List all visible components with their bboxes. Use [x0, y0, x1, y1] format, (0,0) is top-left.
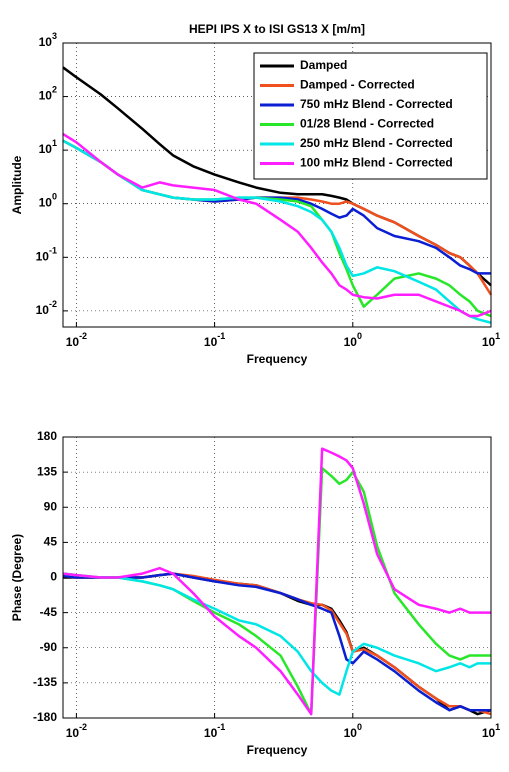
legend: Damped Damped - Corrected 750 mHz Blend - …	[253, 52, 488, 180]
legend-label: 100 mHz Blend - Corrected	[300, 156, 453, 170]
tick-label: 180	[37, 429, 57, 443]
subplot: 10-2 10-1 100 101-180-135-90-4504590135180F…	[10, 429, 500, 757]
tick-label: -180	[33, 710, 57, 724]
tick-label: 100	[39, 192, 57, 210]
tick-label: 10-2	[66, 331, 87, 349]
tick-exponent: 1	[52, 139, 57, 149]
tick-label: 103	[39, 31, 57, 49]
legend-label: 01/28 Blend - Corrected	[300, 117, 434, 131]
tick-exponent: -1	[217, 722, 225, 732]
x-axis-label: Frequency	[247, 743, 308, 757]
x-axis-label: Frequency	[247, 352, 308, 366]
tick-base: 10	[66, 335, 80, 349]
tick-exponent: -1	[217, 331, 225, 341]
tick-exponent: 1	[495, 722, 500, 732]
tick-label: 0	[50, 570, 57, 584]
tick-label: 45	[44, 535, 58, 549]
tick-exponent: 0	[52, 192, 57, 202]
tick-exponent: 0	[357, 722, 362, 732]
tick-label: 101	[482, 722, 500, 740]
legend-label: 250 mHz Blend - Corrected	[300, 136, 453, 150]
series-line	[62, 139, 492, 324]
legend-box	[253, 52, 488, 180]
tick-label: 101	[39, 139, 57, 157]
tick-base: 10	[204, 335, 218, 349]
tick-exponent: 1	[495, 331, 500, 341]
tick-base: 10	[482, 335, 496, 349]
plot-frame	[62, 436, 492, 719]
legend-label: 750 mHz Blend - Corrected	[300, 97, 453, 111]
tick-label: 90	[44, 499, 58, 513]
plot-frame	[62, 42, 492, 328]
series-line	[62, 572, 491, 696]
tick-base: 10	[36, 303, 50, 317]
tick-label: 102	[39, 85, 57, 103]
tick-label: -90	[40, 640, 58, 654]
tick-label: 10-1	[204, 722, 225, 740]
legend-label: Damped - Corrected	[300, 78, 415, 92]
series-line	[62, 572, 491, 712]
tick-exponent: -2	[79, 722, 87, 732]
tick-label: 100	[344, 331, 362, 349]
tick-base: 10	[344, 726, 358, 740]
series-line	[62, 132, 492, 318]
tick-label: 10-2	[36, 299, 57, 317]
tick-base: 10	[344, 335, 358, 349]
tick-label: -45	[40, 605, 58, 619]
tick-base: 10	[204, 726, 218, 740]
legend-label: Damped	[300, 58, 347, 72]
tick-label: -135	[33, 675, 57, 689]
tick-base: 10	[39, 196, 53, 210]
tick-label: 135	[37, 464, 57, 478]
tick-base: 10	[39, 35, 53, 49]
tick-label: 100	[344, 722, 362, 740]
tick-label: 10-2	[66, 722, 87, 740]
tick-label: 10-1	[204, 331, 225, 349]
tick-base: 10	[482, 726, 496, 740]
tick-base: 10	[39, 142, 53, 156]
tick-exponent: 3	[52, 31, 57, 41]
tick-exponent: -1	[49, 246, 57, 256]
tick-label: 101	[482, 331, 500, 349]
series-line	[62, 447, 491, 716]
tick-exponent: 0	[357, 331, 362, 341]
tick-exponent: 2	[52, 85, 57, 95]
tick-base: 10	[66, 726, 80, 740]
tick-label: 10-1	[36, 246, 57, 264]
y-axis-label: Amplitude	[10, 155, 24, 214]
tick-exponent: -2	[79, 331, 87, 341]
chart-title: HEPI IPS X to ISI GS13 X [m/m]	[189, 22, 365, 36]
tick-base: 10	[36, 249, 50, 263]
y-axis-label: Phase (Degree)	[10, 534, 24, 621]
tick-exponent: -2	[49, 299, 57, 309]
tick-base: 10	[39, 89, 53, 103]
